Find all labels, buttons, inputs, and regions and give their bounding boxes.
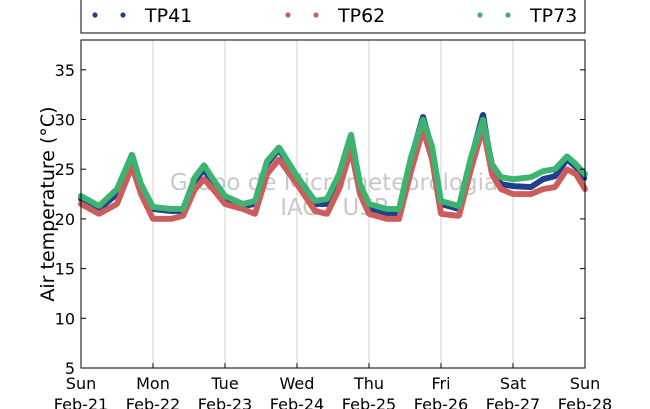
plot-frame [80,39,586,369]
legend-label-tp41: TP41 [144,5,192,27]
x-tick-label-date: Feb-21 [54,395,108,409]
legend-marker-tp41 [120,12,126,18]
y-tick-label: 10 [55,309,75,328]
x-tick-label-date: Feb-23 [198,395,252,409]
legend-marker-tp41 [92,12,98,18]
x-tick-label-date: Feb-25 [342,395,396,409]
x-tick-label-date: Feb-28 [558,395,612,409]
x-tick-label-day: Sat [500,374,526,393]
legend-marker-tp73 [505,12,511,18]
y-tick-label: 15 [55,260,75,279]
x-axis: Sun Feb-21 Mon Feb-22 Tue Feb-23 Wed Feb-24 Thu F… [54,363,612,409]
x-tick-label-date: Feb-22 [126,395,180,409]
legend-marker-tp62 [313,12,319,18]
series-layer [78,111,588,222]
y-axis-label: Air temperature (°C) [37,106,59,301]
x-tick-label-date: Feb-27 [486,395,540,409]
x-tick-label-day: Sun [570,374,600,393]
x-tick-label-day: Mon [136,374,170,393]
x-tick-label-day: Wed [280,374,315,393]
x-tick-label-day: Sun [66,374,96,393]
y-tick-label: 35 [55,61,75,80]
legend: TP41 TP62 TP73 [80,0,586,34]
x-tick-label-date: Feb-26 [414,395,468,409]
y-tick-label: 5 [65,359,75,378]
legend-frame [80,0,586,34]
legend-label-tp73: TP73 [529,5,577,27]
series-tp73-core [80,117,587,211]
x-tick-label-day: Thu [353,374,384,393]
x-tick-label-day: Fri [431,374,450,393]
legend-label-tp62: TP62 [337,5,385,27]
x-tick-label-date: Feb-24 [270,395,324,409]
legend-marker-tp62 [285,12,291,18]
y-tick-label: 25 [55,160,75,179]
x-tick-label-day: Tue [210,374,238,393]
y-tick-label: 20 [55,210,75,229]
y-axis: 5 10 15 20 25 30 35 [55,61,585,378]
y-tick-label: 30 [55,111,75,130]
legend-marker-tp73 [477,12,483,18]
